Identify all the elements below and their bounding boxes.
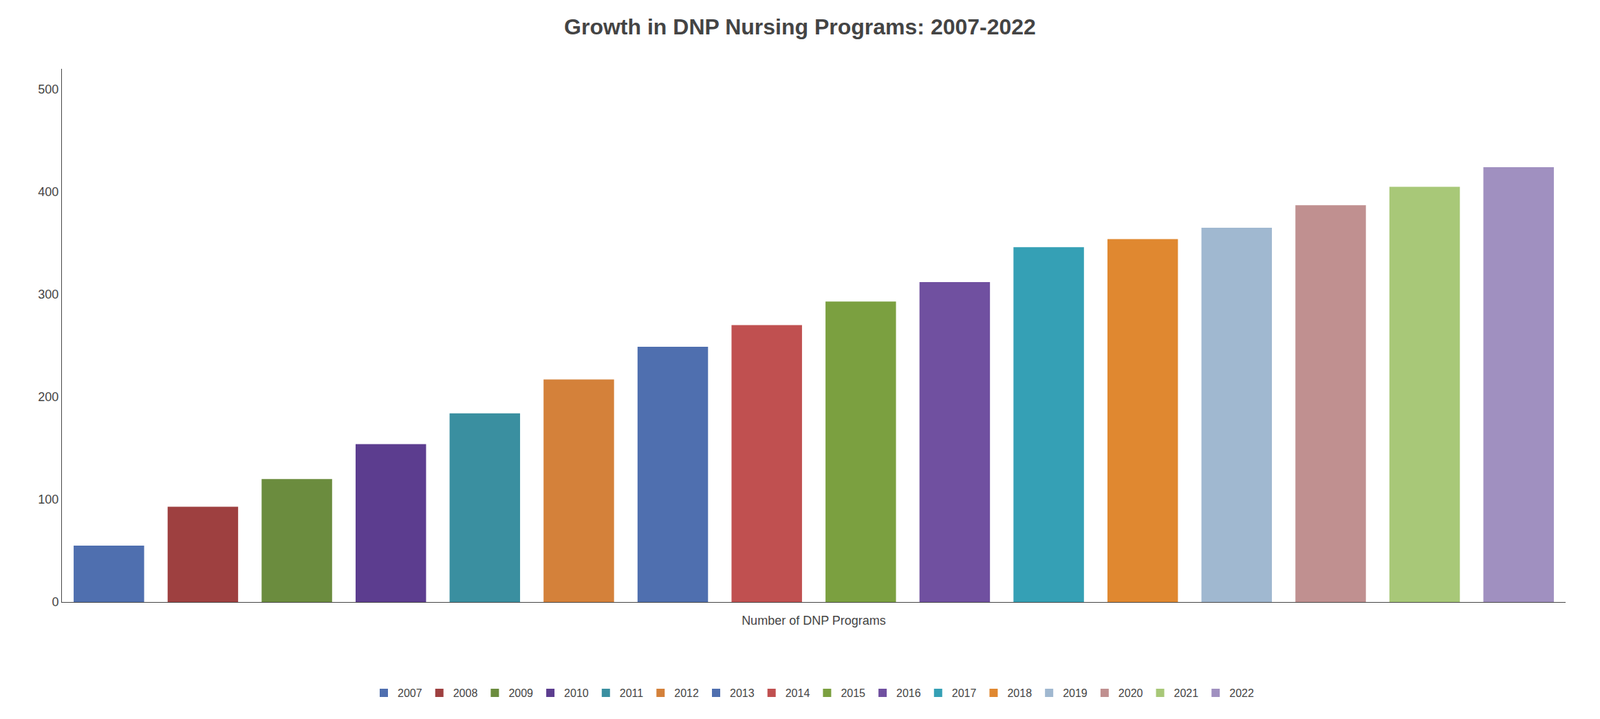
svg-text:2021: 2021 [1174,687,1199,699]
svg-text:200: 200 [37,390,59,404]
svg-text:2022: 2022 [1229,687,1254,699]
svg-text:2009: 2009 [508,687,534,699]
svg-text:Number of DNP Programs: Number of DNP Programs [741,613,886,628]
svg-text:300: 300 [37,287,59,302]
svg-text:2018: 2018 [1007,687,1032,699]
svg-text:2020: 2020 [1118,687,1144,699]
svg-text:2010: 2010 [564,687,589,699]
svg-text:2014: 2014 [785,687,811,699]
svg-text:2013: 2013 [729,687,755,699]
svg-text:2019: 2019 [1062,687,1088,699]
svg-text:2011: 2011 [619,687,644,699]
svg-text:100: 100 [37,492,59,507]
svg-text:2015: 2015 [840,687,866,699]
svg-text:2016: 2016 [896,687,922,699]
svg-text:400: 400 [37,185,59,199]
svg-text:2017: 2017 [952,687,977,699]
svg-text:2012: 2012 [674,687,699,699]
svg-text:0: 0 [51,595,59,609]
svg-text:2007: 2007 [397,687,423,699]
svg-text:500: 500 [37,82,59,97]
svg-text:Growth in DNP Nursing Programs: Growth in DNP Nursing Programs: 2007-202… [564,14,1036,40]
svg-text:2008: 2008 [453,687,479,699]
